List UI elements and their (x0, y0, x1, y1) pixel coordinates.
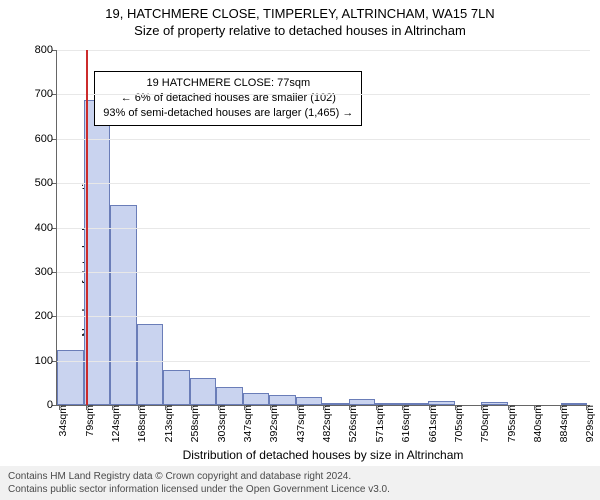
xtick-label: 303sqm (216, 405, 228, 442)
plot-area: 19 HATCHMERE CLOSE: 77sqm ← 6% of detach… (56, 50, 590, 406)
footer-line2: Contains public sector information licen… (8, 483, 592, 496)
histogram-bar (216, 387, 243, 405)
x-axis-label: Distribution of detached houses by size … (56, 448, 590, 462)
ytick-label: 800 (21, 44, 53, 56)
ytick-label: 200 (21, 310, 53, 322)
annotation-box: 19 HATCHMERE CLOSE: 77sqm ← 6% of detach… (94, 71, 362, 126)
ytick-label: 100 (21, 355, 53, 367)
gridline (57, 316, 590, 317)
histogram-bar (163, 370, 190, 406)
ytick-label: 300 (21, 266, 53, 278)
ytick-label: 0 (21, 399, 53, 411)
title-address: 19, HATCHMERE CLOSE, TIMPERLEY, ALTRINCH… (8, 6, 592, 21)
xtick-label: 884sqm (558, 405, 570, 442)
gridline (57, 50, 590, 51)
gridline (57, 361, 590, 362)
ytick-label: 700 (21, 88, 53, 100)
footer: Contains HM Land Registry data © Crown c… (0, 466, 600, 500)
xtick-label: 840sqm (532, 405, 544, 442)
xtick-label: 168sqm (136, 405, 148, 442)
title-subtitle: Size of property relative to detached ho… (8, 23, 592, 38)
xtick-label: 929sqm (584, 405, 596, 442)
property-marker-line (86, 50, 88, 405)
histogram-bar (296, 397, 323, 405)
histogram-bar (243, 393, 270, 405)
ytick-label: 600 (21, 133, 53, 145)
xtick-label: 705sqm (453, 405, 465, 442)
gridline (57, 183, 590, 184)
xtick-label: 392sqm (268, 405, 280, 442)
histogram-bar (190, 378, 217, 406)
xtick-label: 526sqm (347, 405, 359, 442)
chart-title-block: 19, HATCHMERE CLOSE, TIMPERLEY, ALTRINCH… (0, 0, 600, 40)
footer-line1: Contains HM Land Registry data © Crown c… (8, 470, 592, 483)
chart-container: Number of detached properties 19 HATCHME… (0, 42, 600, 466)
histogram-bar (57, 350, 84, 405)
annotation-line1: 19 HATCHMERE CLOSE: 77sqm (103, 76, 353, 91)
xtick-label: 213sqm (163, 405, 175, 442)
xtick-label: 79sqm (84, 405, 96, 437)
xtick-label: 795sqm (506, 405, 518, 442)
annotation-line2: ← 6% of detached houses are smaller (102… (103, 91, 353, 106)
xtick-label: 616sqm (400, 405, 412, 442)
annotation-line3: 93% of semi-detached houses are larger (… (103, 106, 353, 121)
xtick-label: 124sqm (110, 405, 122, 442)
xtick-label: 347sqm (242, 405, 254, 442)
histogram-bar (269, 395, 296, 405)
xtick-label: 482sqm (321, 405, 333, 442)
xtick-label: 258sqm (189, 405, 201, 442)
xtick-label: 750sqm (479, 405, 491, 442)
gridline (57, 228, 590, 229)
xtick-label: 34sqm (57, 405, 69, 437)
gridline (57, 272, 590, 273)
xtick-label: 571sqm (374, 405, 386, 442)
xtick-label: 661sqm (427, 405, 439, 442)
ytick-label: 400 (21, 222, 53, 234)
gridline (57, 94, 590, 95)
xtick-label: 437sqm (295, 405, 307, 442)
histogram-bar (137, 324, 164, 405)
histogram-bar (110, 205, 137, 405)
ytick-label: 500 (21, 177, 53, 189)
gridline (57, 139, 590, 140)
